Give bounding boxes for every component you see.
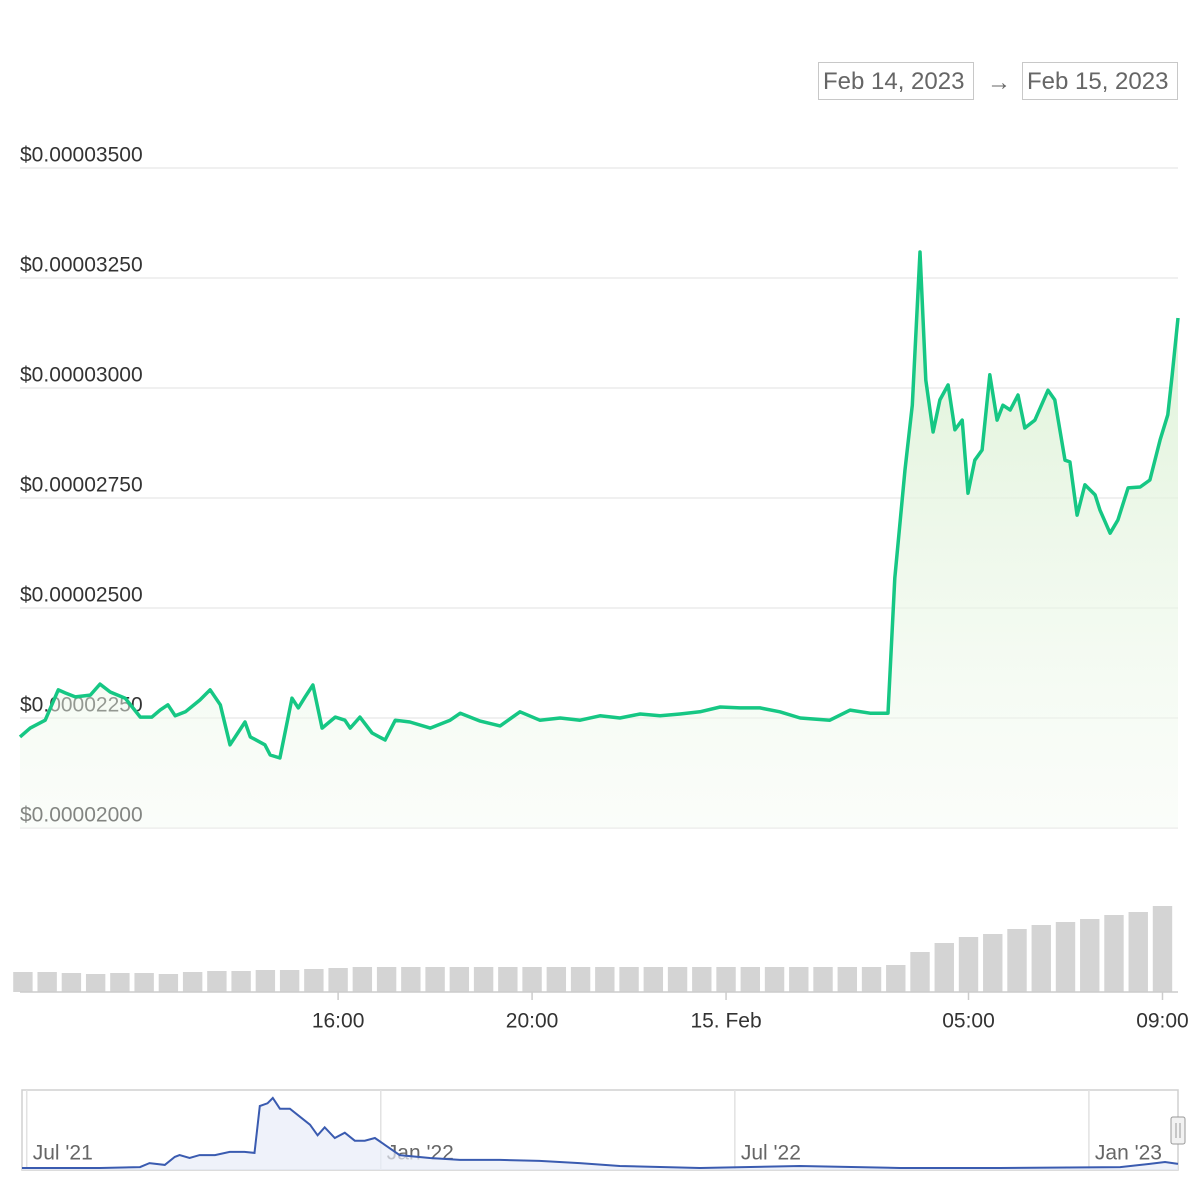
- date-to[interactable]: Feb 15, 2023: [1022, 62, 1178, 100]
- volume-bar: [546, 967, 567, 992]
- volume-bar: [958, 937, 979, 992]
- navigator-tick-label: Jul '22: [741, 1142, 801, 1165]
- date-from[interactable]: Feb 14, 2023: [818, 62, 974, 100]
- volume-bar: [231, 971, 251, 992]
- volume-bar: [401, 967, 421, 992]
- volume-bar: [182, 972, 203, 992]
- volume-bar: [61, 973, 82, 992]
- volume-bar: [667, 967, 688, 992]
- volume-bar: [255, 970, 276, 992]
- y-tick-label: $0.00002500: [20, 584, 143, 607]
- volume-bar: [1055, 922, 1076, 992]
- navigator-handle[interactable]: [1170, 1116, 1186, 1145]
- y-tick-label: $0.00003000: [20, 364, 143, 387]
- volume-bar: [813, 967, 833, 992]
- volume-bar: [279, 970, 300, 992]
- volume-bar: [910, 952, 930, 992]
- volume-bar: [692, 967, 712, 992]
- navigator-tick-label: Jan '23: [1095, 1142, 1162, 1165]
- volume-bar: [376, 967, 397, 992]
- x-tick-label: 16:00: [312, 1010, 365, 1033]
- volume-bar: [886, 965, 906, 992]
- volume-bar: [498, 967, 518, 992]
- volume-bar: [158, 974, 179, 992]
- volume-bar: [473, 967, 494, 992]
- volume-bar: [716, 967, 736, 992]
- volume-bar: [643, 967, 664, 992]
- x-tick-label: 15. Feb: [690, 1010, 761, 1033]
- y-tick-label: $0.00002750: [20, 474, 143, 497]
- y-tick-label: $0.00003500: [20, 144, 143, 167]
- volume-bar: [425, 967, 445, 992]
- volume-bar: [1031, 925, 1051, 992]
- volume-bar: [352, 967, 373, 992]
- volume-bar: [449, 967, 470, 992]
- volume-bar: [37, 972, 57, 992]
- volume-bar: [85, 974, 106, 992]
- x-tick-label: 20:00: [506, 1010, 559, 1033]
- y-tick-label: $0.00003250: [20, 254, 143, 277]
- volume-bar: [328, 968, 348, 992]
- volume-bar: [522, 967, 542, 992]
- navigator-line: [22, 1096, 1179, 1170]
- price-line: [18, 250, 1180, 760]
- volume-bar: [134, 973, 154, 992]
- volume-bar: [740, 967, 760, 992]
- volume-bar: [837, 967, 857, 992]
- navigator-area: [22, 1098, 1178, 1170]
- volume-bar: [110, 973, 130, 992]
- volume-bar: [934, 943, 954, 992]
- volume-bar: [1104, 915, 1124, 992]
- volume-bar: [1152, 906, 1173, 992]
- volume-bar: [1007, 929, 1027, 992]
- navigator-tick-label: Jul '21: [33, 1142, 93, 1165]
- volume-bar: [1128, 912, 1148, 992]
- x-tick-label: 05:00: [942, 1010, 995, 1033]
- volume-bar: [1080, 919, 1100, 992]
- x-tick-label: 09:00: [1136, 1010, 1189, 1033]
- volume-bar: [764, 967, 785, 992]
- volume-bar: [983, 934, 1003, 992]
- volume-bar: [595, 967, 615, 992]
- volume-bar: [304, 969, 324, 992]
- volume-bar: [570, 967, 591, 992]
- volume-bar: [619, 967, 639, 992]
- price-area: [20, 252, 1178, 828]
- volume-bar: [861, 967, 882, 992]
- volume-bar: [207, 971, 227, 992]
- volume-bar: [13, 972, 33, 992]
- volume-bar: [789, 967, 809, 992]
- date-separator: →: [987, 69, 1011, 96]
